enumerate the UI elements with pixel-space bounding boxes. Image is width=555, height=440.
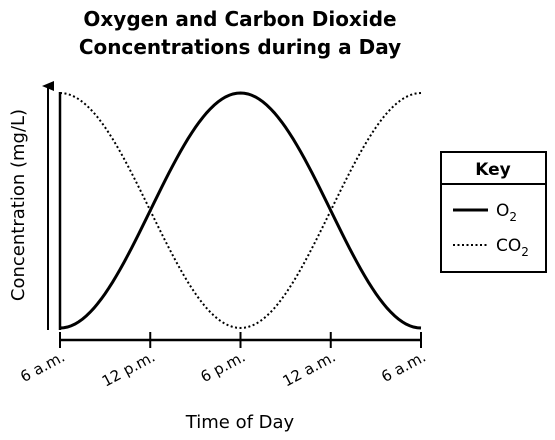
legend-title: Key [475, 160, 511, 180]
x-tick-label-0: 6 a.m. [17, 348, 68, 386]
series-line-co2 [59, 92, 422, 330]
chart-title-line-1: Oxygen and Carbon Dioxide [83, 7, 396, 31]
x-tick-label-1: 12 p.m. [99, 348, 158, 391]
legend-label-o2-sub: 2 [509, 210, 517, 224]
x-tick-label-4: 6 a.m. [378, 348, 429, 386]
chart-title-line-2: Concentrations during a Day [79, 35, 401, 59]
legend-label-co2-main: CO [496, 236, 521, 256]
legend-box [440, 151, 547, 273]
legend-label-co2-sub: 2 [521, 245, 529, 259]
y-axis-label: Concentration (mg/L) [8, 109, 29, 301]
legend-label-o2: O2 [496, 201, 517, 224]
legend-label-o2-main: O [496, 201, 509, 221]
x-axis-label: Time of Day [185, 412, 295, 433]
legend: Key O2 CO2 [440, 151, 547, 273]
series-group [59, 91, 422, 330]
series-line-o2 [59, 91, 422, 330]
x-tick-label-2: 6 p.m. [198, 348, 249, 386]
x-tick-label-3: 12 a.m. [280, 348, 339, 391]
legend-label-co2: CO2 [496, 236, 529, 259]
